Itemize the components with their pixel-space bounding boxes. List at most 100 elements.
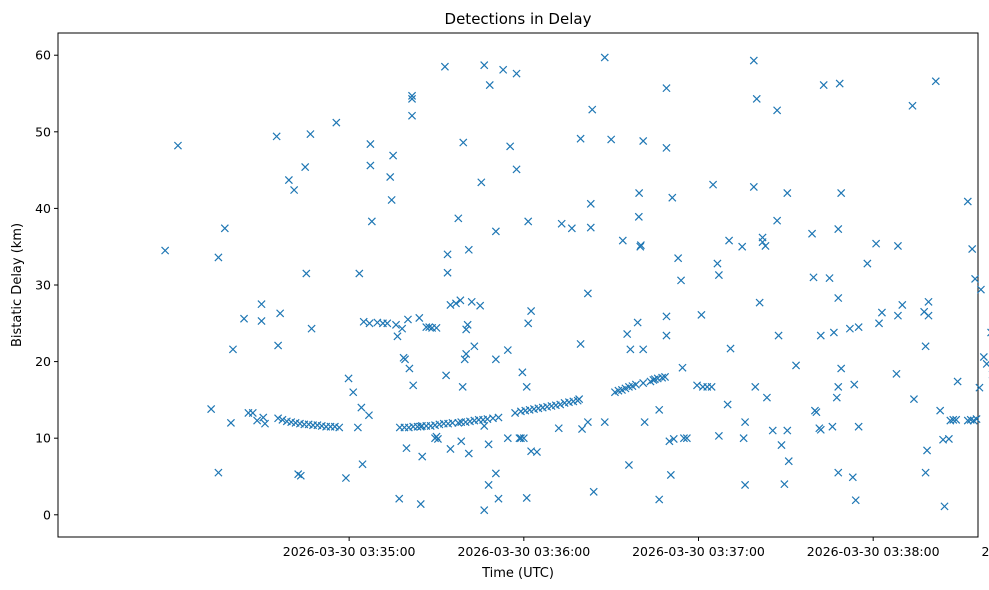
data-point [678, 363, 687, 372]
data-point [272, 132, 281, 141]
data-point [725, 236, 734, 245]
data-point [353, 423, 362, 432]
data-point [457, 437, 466, 446]
data-point [835, 79, 844, 88]
data-point [944, 434, 953, 443]
data-point [924, 311, 933, 320]
data-point [829, 328, 838, 337]
data-point [662, 331, 671, 340]
data-point [366, 161, 375, 170]
data-point [837, 364, 846, 373]
data-point [228, 345, 237, 354]
data-point [755, 298, 764, 307]
data-point [982, 359, 989, 368]
data-point [777, 441, 786, 450]
data-point [749, 182, 758, 191]
data-point [290, 185, 299, 195]
data-point [355, 269, 364, 278]
data-point [484, 440, 493, 449]
data-point [240, 314, 249, 323]
data-point [257, 316, 266, 326]
data-point [389, 151, 398, 160]
data-point [749, 56, 758, 65]
data-point [470, 342, 479, 351]
x-tick-label: 2026-03-30 03:39:00 [981, 544, 989, 559]
data-point [408, 94, 417, 103]
data-point [415, 313, 424, 322]
data-point [668, 193, 677, 202]
data-point [634, 212, 643, 221]
data-point [682, 434, 691, 443]
data-point [639, 379, 648, 388]
data-point [773, 216, 782, 225]
data-point [971, 274, 980, 283]
data-point [557, 219, 566, 228]
data-point [600, 53, 609, 62]
x-tick-label: 2026-03-30 03:36:00 [457, 544, 590, 559]
data-point [893, 241, 902, 250]
data-point [480, 61, 489, 70]
data-point [892, 369, 901, 378]
data-point [636, 242, 645, 251]
data-point [522, 382, 531, 391]
data-point [953, 377, 962, 386]
data-point [506, 142, 515, 151]
data-point [409, 381, 418, 390]
data-point [306, 130, 315, 139]
data-point [395, 494, 404, 503]
data-point [259, 413, 268, 422]
data-point [639, 345, 648, 354]
data-point [618, 236, 627, 245]
data-point [832, 393, 841, 402]
data-point [491, 469, 500, 478]
data-point [433, 434, 442, 443]
data-point [464, 245, 473, 254]
x-axis-label: Time (UTC) [481, 566, 554, 581]
data-point [898, 300, 907, 309]
data-point [274, 414, 283, 423]
data-point [812, 408, 821, 417]
data-point [952, 415, 961, 424]
data-point [863, 259, 872, 268]
data-point [214, 468, 223, 477]
data-point [741, 480, 750, 489]
data-point [307, 324, 316, 333]
data-point [503, 434, 512, 443]
y-tick-label: 10 [35, 431, 51, 446]
data-point [773, 106, 782, 115]
data-point [816, 331, 825, 340]
data-point [524, 319, 533, 328]
data-point [780, 480, 789, 489]
data-point [367, 217, 376, 226]
data-point [655, 495, 664, 504]
data-point [583, 418, 592, 427]
data-point [491, 355, 500, 364]
data-point [631, 380, 640, 389]
data-point [669, 434, 678, 443]
data-point [968, 244, 977, 254]
data-point [713, 259, 722, 268]
data-point [848, 473, 857, 482]
data-point [516, 434, 525, 443]
data-point [173, 141, 182, 150]
data-point [491, 227, 500, 236]
data-point [819, 81, 828, 90]
data-point [357, 403, 366, 412]
data-point [768, 426, 777, 435]
data-point [949, 415, 958, 424]
x-tick-label: 2026-03-30 03:38:00 [807, 544, 940, 559]
data-point [825, 274, 834, 283]
data-point [459, 138, 468, 147]
y-axis: 0 10 20 30 40 50 60 [35, 48, 58, 522]
data-point [301, 163, 310, 172]
data-point [834, 225, 843, 234]
data-point [476, 301, 485, 310]
data-point [741, 418, 750, 427]
data-point [387, 195, 396, 205]
y-tick-label: 30 [35, 278, 51, 293]
data-point [359, 317, 368, 326]
data-point [527, 307, 536, 316]
data-point [633, 318, 642, 327]
data-point [976, 285, 985, 294]
